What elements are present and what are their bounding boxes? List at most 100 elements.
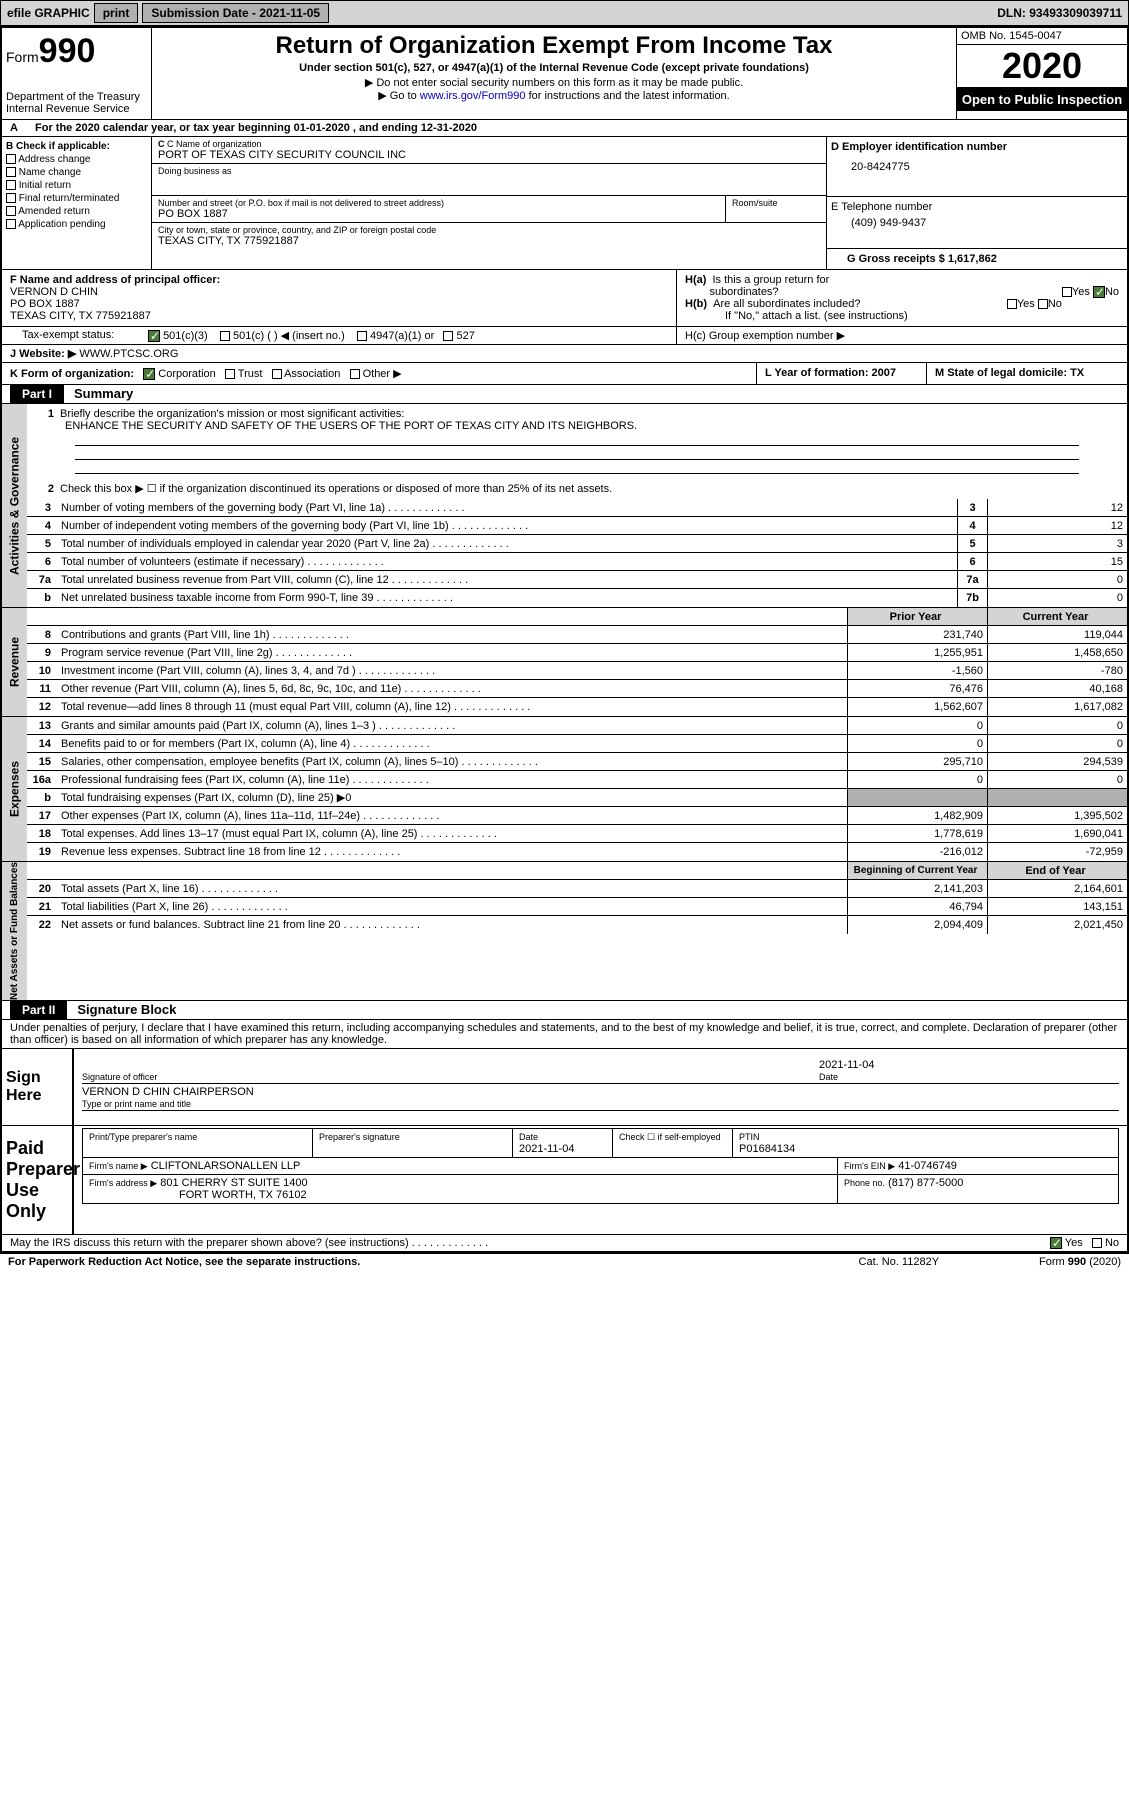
net-assets-label: Net Assets or Fund Balances: [2, 862, 27, 1000]
dln-label: DLN: 93493309039711: [997, 6, 1122, 20]
state-domicile: M State of legal domicile: TX: [927, 363, 1127, 384]
summary-row: 6Total number of volunteers (estimate if…: [27, 553, 1127, 571]
summary-row: 9Program service revenue (Part VIII, lin…: [27, 644, 1127, 662]
print-button[interactable]: print: [94, 3, 139, 23]
ein-label: D Employer identification number: [831, 141, 1123, 153]
phone-label: E Telephone number: [831, 201, 1123, 213]
summary-row: 15Salaries, other compensation, employee…: [27, 753, 1127, 771]
governance-label: Activities & Governance: [2, 404, 27, 607]
governance-section: Activities & Governance 1Briefly describ…: [2, 404, 1127, 608]
section-i-hc: Tax-exempt status: 501(c)(3) 501(c) ( ) …: [2, 327, 1127, 345]
summary-row: 10Investment income (Part VIII, column (…: [27, 662, 1127, 680]
summary-row: 16aProfessional fundraising fees (Part I…: [27, 771, 1127, 789]
footer: For Paperwork Reduction Act Notice, see …: [0, 1254, 1129, 1270]
section-f-h: F Name and address of principal officer:…: [2, 270, 1127, 327]
summary-row: 11Other revenue (Part VIII, column (A), …: [27, 680, 1127, 698]
gross-receipts: G Gross receipts $ 1,617,862: [847, 253, 1107, 265]
phone-value: (409) 949-9437: [831, 213, 1123, 233]
year-formation: L Year of formation: 2007: [757, 363, 927, 384]
officer-name: VERNON D CHIN: [10, 286, 668, 298]
form-subtitle: Under section 501(c), 527, or 4947(a)(1)…: [156, 62, 952, 74]
officer-sig-label: Signature of officer: [82, 1059, 819, 1083]
checkbox-option[interactable]: Amended return: [6, 206, 147, 217]
checkbox-option[interactable]: Initial return: [6, 180, 147, 191]
efile-label: efile GRAPHIC: [7, 6, 90, 20]
street-label: Number and street (or P.O. box if mail i…: [158, 198, 719, 208]
revenue-section: Revenue Prior Year Current Year 8Contrib…: [2, 608, 1127, 717]
current-year-header: Current Year: [987, 608, 1127, 625]
summary-row: 22Net assets or fund balances. Subtract …: [27, 916, 1127, 934]
begin-year-header: Beginning of Current Year: [847, 862, 987, 879]
summary-row: 7aTotal unrelated business revenue from …: [27, 571, 1127, 589]
summary-row: 17Other expenses (Part IX, column (A), l…: [27, 807, 1127, 825]
ein-value: 20-8424775: [831, 153, 1123, 181]
city-value: TEXAS CITY, TX 775921887: [158, 235, 820, 247]
box-b-label: B Check if applicable:: [6, 141, 147, 152]
tax-year: 2020: [957, 45, 1127, 88]
preparer-section: Paid Preparer Use Only Print/Type prepar…: [2, 1126, 1127, 1235]
expenses-section: Expenses 13Grants and similar amounts pa…: [2, 717, 1127, 862]
summary-row: 20Total assets (Part X, line 16) 2,141,2…: [27, 880, 1127, 898]
top-bar: efile GRAPHIC print Submission Date - 20…: [0, 0, 1129, 26]
line-a: AFor the 2020 calendar year, or tax year…: [2, 120, 1127, 137]
officer-label: F Name and address of principal officer:: [10, 274, 668, 286]
cat-no: Cat. No. 11282Y: [859, 1256, 940, 1268]
pra-notice: For Paperwork Reduction Act Notice, see …: [8, 1256, 360, 1268]
form-header: Form990 Department of the Treasury Inter…: [2, 28, 1127, 120]
ssn-note: ▶ Do not enter social security numbers o…: [156, 76, 952, 89]
section-k-l-m: K Form of organization: Corporation Trus…: [2, 363, 1127, 385]
form-title: Return of Organization Exempt From Incom…: [156, 32, 952, 60]
q1-row: 1Briefly describe the organization's mis…: [35, 408, 1119, 420]
org-name: PORT OF TEXAS CITY SECURITY COUNCIL INC: [158, 149, 820, 161]
inspection-notice: Open to Public Inspection: [957, 88, 1127, 111]
penalty-text: Under penalties of perjury, I declare th…: [2, 1020, 1127, 1049]
form-version: Form 990 (2020): [1039, 1256, 1121, 1268]
sig-date: 2021-11-04Date: [819, 1059, 1119, 1083]
summary-row: 5Total number of individuals employed in…: [27, 535, 1127, 553]
officer-name-title: VERNON D CHIN CHAIRPERSONType or print n…: [82, 1086, 254, 1110]
city-label: City or town, state or province, country…: [158, 225, 820, 235]
checkbox-option[interactable]: Name change: [6, 167, 147, 178]
irs-link[interactable]: www.irs.gov/Form990: [420, 90, 526, 102]
prior-year-header: Prior Year: [847, 608, 987, 625]
ha-line: H(a) Is this a group return for subordin…: [685, 274, 1119, 298]
end-year-header: End of Year: [987, 862, 1127, 879]
submission-date: Submission Date - 2021-11-05: [142, 3, 329, 23]
summary-row: 3Number of voting members of the governi…: [27, 499, 1127, 517]
summary-row: bTotal fundraising expenses (Part IX, co…: [27, 789, 1127, 807]
q2-row: 2Check this box ▶ ☐ if the organization …: [27, 478, 1127, 499]
mission-text: ENHANCE THE SECURITY AND SAFETY OF THE U…: [35, 420, 1119, 432]
discuss-row: May the IRS discuss this return with the…: [2, 1235, 1127, 1252]
summary-row: bNet unrelated business taxable income f…: [27, 589, 1127, 607]
room-label: Room/suite: [732, 198, 820, 208]
department: Department of the Treasury Internal Reve…: [6, 91, 147, 115]
omb-number: OMB No. 1545-0047: [957, 28, 1127, 45]
website-row: J Website: ▶ WWW.PTCSC.ORG: [2, 345, 1127, 363]
tax-exempt-label: Tax-exempt status:: [2, 327, 142, 344]
part1-header: Part ISummary: [2, 385, 1127, 404]
checkbox-option[interactable]: Address change: [6, 154, 147, 165]
summary-row: 12Total revenue—add lines 8 through 11 (…: [27, 698, 1127, 716]
checkbox-option[interactable]: Final return/terminated: [6, 193, 147, 204]
summary-row: 14Benefits paid to or for members (Part …: [27, 735, 1127, 753]
summary-row: 21Total liabilities (Part X, line 26) 46…: [27, 898, 1127, 916]
paid-preparer-label: Paid Preparer Use Only: [2, 1126, 72, 1234]
form-number: Form990: [6, 32, 147, 71]
goto-instruction: ▶ Go to www.irs.gov/Form990 for instruct…: [156, 89, 952, 102]
street-value: PO BOX 1887: [158, 208, 719, 220]
sign-here-label: Sign Here: [2, 1049, 72, 1125]
signature-section: Sign Here Signature of officer 2021-11-0…: [2, 1049, 1127, 1126]
summary-row: 18Total expenses. Add lines 13–17 (must …: [27, 825, 1127, 843]
hc-line: H(c) Group exemption number ▶: [677, 327, 1127, 344]
form-990: Form990 Department of the Treasury Inter…: [0, 26, 1129, 1254]
org-name-label: C C Name of organization: [158, 139, 820, 149]
summary-row: 19Revenue less expenses. Subtract line 1…: [27, 843, 1127, 861]
501c3-checkbox[interactable]: [148, 330, 160, 342]
checkbox-option[interactable]: Application pending: [6, 219, 147, 230]
summary-row: 4Number of independent voting members of…: [27, 517, 1127, 535]
summary-row: 8Contributions and grants (Part VIII, li…: [27, 626, 1127, 644]
revenue-label: Revenue: [2, 608, 27, 716]
dba-label: Doing business as: [158, 166, 820, 176]
expenses-label: Expenses: [2, 717, 27, 861]
hb-note: If "No," attach a list. (see instruction…: [685, 310, 1119, 322]
